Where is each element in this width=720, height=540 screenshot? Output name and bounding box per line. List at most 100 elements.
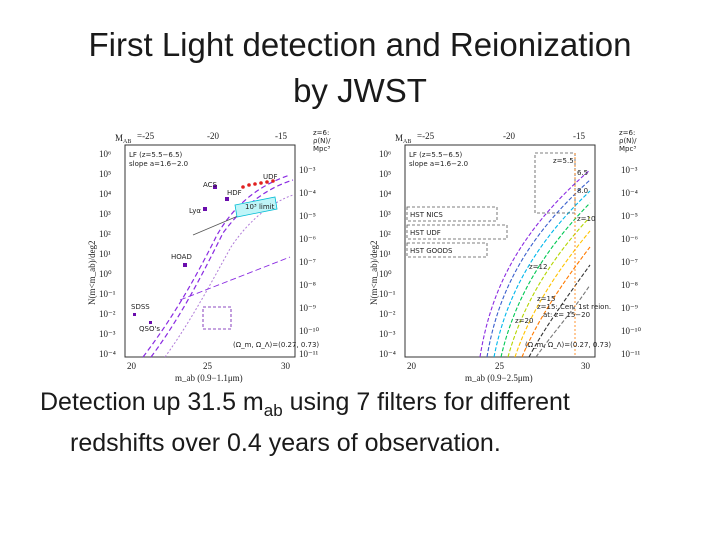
- right-y-tick: 10⁵: [379, 169, 391, 179]
- left-y-tick: 10¹: [99, 249, 111, 259]
- left-y-label: N(m<m_ab)/deg2: [87, 240, 97, 305]
- label-lya: Lyα: [189, 207, 201, 215]
- curve-z-5.5: [479, 169, 591, 358]
- right-right-tick: 10⁻⁶: [621, 234, 638, 244]
- right-x-tick: 30: [581, 361, 591, 371]
- curve-z-6: [486, 179, 591, 358]
- right-y-tick: 10⁴: [379, 189, 391, 199]
- acs-point: [213, 185, 217, 189]
- box-udf: [406, 224, 508, 240]
- left-params: (Ω_m, Ω_Λ)=(0.27, 0.73): [233, 341, 319, 349]
- box-goods: [406, 242, 488, 258]
- curve-z-15: [528, 264, 591, 358]
- slide-title: First Light detection and Reionization b…: [0, 22, 720, 114]
- curve-z-7: [500, 202, 591, 358]
- left-y-tick: 10⁰: [99, 269, 112, 279]
- curve-z-12: [521, 246, 591, 358]
- left-slope-line: [179, 256, 291, 301]
- right-x-tick: 25: [495, 361, 505, 371]
- left-legend-1: LF (z=5.5−6.5): [129, 151, 183, 159]
- right-y-ticks: 10⁶ 10⁵ 10⁴ 10³ 10² 10¹ 10⁰ 10⁻¹ 10⁻² 10…: [379, 149, 396, 359]
- left-lf-curve-2: [150, 179, 294, 358]
- left-y-tick: 10⁵: [99, 169, 111, 179]
- left-y-tick: 10⁻²: [99, 309, 116, 319]
- left-right-ticks: 10⁻³ 10⁻⁴ 10⁻⁵ 10⁻⁶ 10⁻⁷ 10⁻⁸ 10⁻⁹ 10⁻¹⁰…: [299, 165, 319, 359]
- udf-point: [259, 181, 263, 185]
- label-udf: UDF: [263, 173, 278, 181]
- right-legend-1: LF (z=5.5−6.5): [409, 151, 463, 159]
- right-y-tick: 10⁰: [379, 269, 392, 279]
- label-hoad: HOAD: [171, 253, 192, 261]
- left-right-tick: 10⁻¹⁰: [299, 326, 319, 336]
- sdss-point: [133, 313, 136, 316]
- left-udf-points: [241, 179, 275, 189]
- right-top-tick-1: =-25: [417, 131, 435, 141]
- curve-z-6.5: [493, 190, 591, 358]
- right-right-header-2: ρ(N)/: [619, 137, 637, 145]
- hoad-point: [183, 263, 187, 267]
- figure-svg: MAB =-25 -20 -15 z=6: ρ(N)/ Mpc³ N(m<m_a…: [87, 129, 641, 383]
- right-y-tick: 10⁻³: [379, 329, 396, 339]
- curve-z-20: [535, 284, 591, 358]
- left-y-tick: 10⁶: [99, 149, 111, 159]
- left-top-m: MAB: [115, 133, 131, 145]
- right-right-tick: 10⁻¹⁰: [621, 326, 641, 336]
- left-y-tick: 10²: [99, 229, 111, 239]
- right-y-tick: 10⁻²: [379, 309, 396, 319]
- left-y-ticks: 10⁶ 10⁵ 10⁴ 10³ 10² 10¹ 10⁰ 10⁻¹ 10⁻² 10…: [99, 149, 116, 359]
- left-right-header-2: ρ(N)/: [313, 137, 331, 145]
- caption-part-2: using 7 filters for different: [282, 388, 570, 416]
- title-line-1: First Light detection and Reionization: [88, 26, 632, 63]
- left-x-label: m_ab (0.9−1.1μm): [175, 373, 243, 383]
- left-right-tick: 10⁻⁶: [299, 234, 316, 244]
- caption-line-2: redshifts over 0.4 years of observation.: [70, 429, 501, 457]
- right-right-header-1: z=6:: [619, 129, 635, 137]
- label-sdss: SDSS: [131, 303, 150, 311]
- box-nics: [406, 206, 498, 222]
- label-z-8: 8.0: [577, 187, 588, 195]
- udf-point: [271, 179, 275, 183]
- right-right-tick: 10⁻⁴: [621, 188, 638, 198]
- udf-point: [247, 183, 251, 187]
- caption-subscript: ab: [263, 401, 283, 420]
- lya-point: [203, 207, 207, 211]
- slide-caption: Detection up 31.5 mab using 7 filters fo…: [40, 386, 710, 460]
- left-right-tick: 10⁻⁵: [299, 211, 316, 221]
- caption-part-1: Detection up 31.5 m: [40, 388, 264, 416]
- right-right-ticks: 10⁻³ 10⁻⁴ 10⁻⁵ 10⁻⁶ 10⁻⁷ 10⁻⁸ 10⁻⁹ 10⁻¹⁰…: [621, 165, 641, 359]
- right-right-tick: 10⁻¹¹: [621, 349, 640, 359]
- right-note-2: at: z= 15−20: [543, 311, 590, 319]
- left-top-tick-2: -20: [207, 131, 219, 141]
- right-right-tick: 10⁻⁹: [621, 303, 638, 313]
- left-top-tick-1: =-25: [137, 131, 155, 141]
- right-note-1: z=15: Cen. 1st reion.: [537, 303, 611, 311]
- label-limit: 10³ limit: [245, 203, 275, 211]
- left-right-header-3: Mpc³: [313, 145, 330, 153]
- qso-point: [149, 321, 152, 324]
- left-y-tick: 10⁻¹: [99, 289, 116, 299]
- right-right-tick: 10⁻³: [621, 165, 638, 175]
- title-line-2: by JWST: [293, 72, 427, 109]
- right-right-tick: 10⁻⁷: [621, 257, 638, 267]
- label-z-5.5: z=5.5: [553, 157, 574, 165]
- right-y-tick: 10⁻¹: [379, 289, 396, 299]
- right-y-tick: 10³: [379, 209, 391, 219]
- left-y-tick: 10⁻³: [99, 329, 116, 339]
- label-z-20: z=20: [515, 317, 533, 325]
- right-y-tick: 10²: [379, 229, 391, 239]
- right-top-tick-3: -15: [573, 131, 585, 141]
- left-legend-2: slope a=1.6−2.0: [129, 160, 188, 168]
- left-x-tick: 30: [281, 361, 291, 371]
- udf-point: [253, 182, 257, 186]
- left-right-header-1: z=6:: [313, 129, 329, 137]
- label-hst-nics: HST NICS: [410, 211, 443, 219]
- left-y-tick: 10⁴: [99, 189, 111, 199]
- left-right-tick: 10⁻⁸: [299, 280, 316, 290]
- label-acs: ACS: [203, 181, 218, 189]
- left-x-tick: 25: [203, 361, 213, 371]
- right-y-tick: 10⁶: [379, 149, 391, 159]
- right-redshift-curves: [479, 169, 591, 358]
- left-right-tick: 10⁻³: [299, 165, 316, 175]
- hdf-point: [225, 197, 229, 201]
- left-lf-curve-1: [142, 174, 291, 358]
